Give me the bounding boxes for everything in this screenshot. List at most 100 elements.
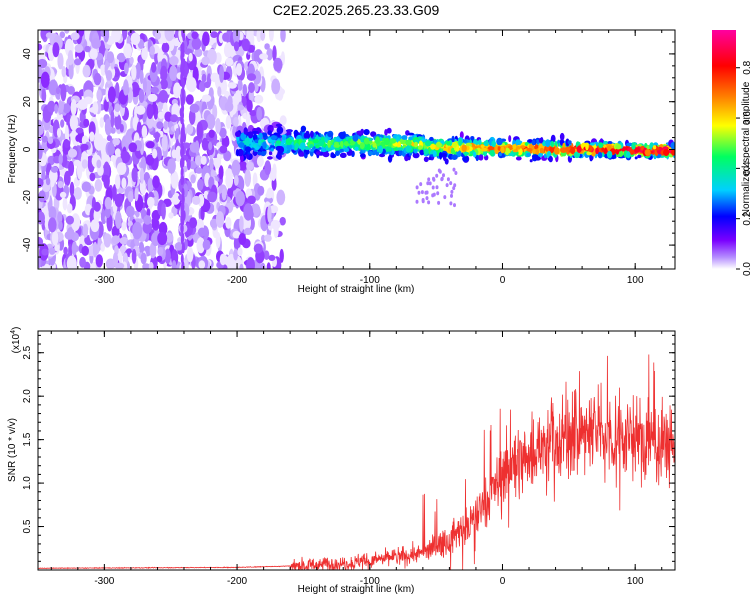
y-tick-label: 1.0 — [22, 476, 33, 490]
spectrogram-cell — [188, 160, 197, 170]
spectrogram-cell — [446, 177, 450, 182]
spectrogram-cell — [262, 141, 267, 150]
colorbar-gradient — [712, 30, 736, 269]
spectrogram-cell — [515, 156, 522, 161]
spectrogram-cell — [565, 146, 571, 151]
spectrogram-cell — [60, 119, 65, 128]
spectrogram-cell — [549, 146, 555, 154]
spectrogram-cell — [270, 135, 277, 141]
spectrogram-cell — [75, 134, 81, 142]
spectrogram-cell — [75, 127, 84, 134]
spectrogram-cell — [419, 149, 425, 156]
spectrogram-cell — [440, 177, 444, 182]
spectrogram-cell — [84, 45, 91, 53]
spectrogram-cell — [62, 197, 68, 211]
spectrogram-cell — [244, 169, 251, 187]
spectrogram-cell — [114, 114, 122, 130]
spectrogram-cell — [271, 170, 276, 182]
spectrogram-cell — [261, 132, 268, 138]
spectrogram-cell — [293, 129, 299, 137]
spectrogram-cell — [300, 125, 307, 133]
spectrogram-cell — [303, 132, 309, 139]
spectrogram-cell — [182, 78, 185, 89]
spectrogram-cell — [652, 145, 657, 150]
spectrogram-cell — [507, 145, 514, 151]
spectrogram-cell — [235, 131, 241, 138]
spectrogram-cell — [254, 139, 258, 143]
spectrogram-cell — [96, 159, 102, 169]
spectrogram-cell — [437, 168, 441, 173]
spectrogram-cell — [181, 232, 185, 243]
spectrogram-cell — [359, 142, 365, 149]
spectrogram-cell — [310, 130, 314, 138]
spectrogram-cell — [344, 143, 350, 147]
spectrogram-cell — [158, 89, 169, 103]
spectrogram-cell — [539, 147, 544, 154]
spectrogram-cell — [77, 99, 88, 110]
snr-multiplier-exp: 4 — [10, 330, 17, 334]
spectrogram-cell — [498, 152, 502, 157]
spectrogram-cell — [194, 48, 203, 57]
spectrogram-cell — [275, 140, 282, 144]
spectrogram-cell — [171, 260, 177, 269]
spectrogram-cell — [233, 175, 239, 186]
spectrogram-cell — [145, 141, 155, 149]
spectrogram-cell — [170, 170, 179, 189]
spectrogram-cell — [114, 262, 125, 269]
spectrogram-cell — [38, 190, 46, 203]
spectrogram-cell — [327, 140, 331, 148]
spectrogram-cell — [105, 70, 113, 81]
snr-frame — [37, 330, 676, 571]
spectrogram-cell — [285, 138, 292, 146]
spectrogram-cell — [386, 127, 392, 134]
spectrogram-cell — [201, 137, 209, 151]
spectrogram-cell — [114, 193, 124, 208]
spectrogram-cell — [235, 63, 243, 76]
spectrogram-cell — [480, 144, 485, 148]
spectrogram-cell — [497, 146, 501, 151]
spectrogram-cell — [64, 230, 75, 240]
spectrogram-cell — [181, 30, 185, 38]
spectrogram-cell — [294, 143, 299, 149]
colorbar-ticks: 0.0 0.2 0.4 0.6 0.8 — [736, 60, 750, 276]
spectrogram-cell — [67, 50, 74, 66]
spectrogram-cell — [131, 64, 137, 81]
spectrogram-cell — [219, 65, 225, 83]
spectrogram-cell — [54, 244, 60, 252]
y-tick-label: 0.5 — [22, 519, 33, 533]
spectrogram-cell — [225, 173, 234, 189]
spectrogram-cell — [93, 133, 104, 151]
spectrogram-cell — [496, 137, 503, 146]
spectrogram-cell — [327, 133, 333, 137]
spectrogram-cell — [157, 231, 168, 246]
spectrogram-cell — [202, 31, 210, 47]
spectrogram-cell — [185, 94, 194, 105]
spectrogram-cell — [432, 192, 436, 197]
y-tick-label: -40 — [22, 237, 33, 252]
spectrogram-cell — [138, 89, 145, 103]
spectrogram-cell — [634, 147, 640, 153]
spectrogram-cell — [66, 255, 77, 269]
spectrogram-cell — [219, 127, 227, 138]
snr-xlabel: Height of straight line (km) — [298, 584, 415, 595]
spectrogram-cell — [420, 190, 424, 195]
spectrogram-cell — [573, 151, 581, 159]
spectrogram-cell — [170, 114, 179, 123]
spectrogram-cell — [40, 30, 47, 40]
spectrogram-cell — [195, 167, 203, 174]
spectrogram-cell — [462, 151, 470, 155]
spectrogram-cell — [243, 203, 254, 221]
spectrogram-cell — [147, 93, 158, 102]
spectrogram-cell — [123, 79, 129, 96]
spectrogram-cells — [38, 30, 675, 269]
spectrogram-cell — [38, 177, 44, 188]
spectrogram-cell — [535, 148, 540, 155]
spectrogram-cell — [453, 203, 456, 208]
spectrogram-cell — [455, 146, 460, 152]
spectrogram-cell — [452, 167, 456, 172]
spectrogram-cell — [246, 110, 250, 129]
spectrogram-cell — [111, 225, 120, 238]
spectrogram-cell — [52, 42, 60, 58]
spectrogram-cell — [458, 138, 463, 146]
spectrogram-cell — [147, 177, 154, 194]
